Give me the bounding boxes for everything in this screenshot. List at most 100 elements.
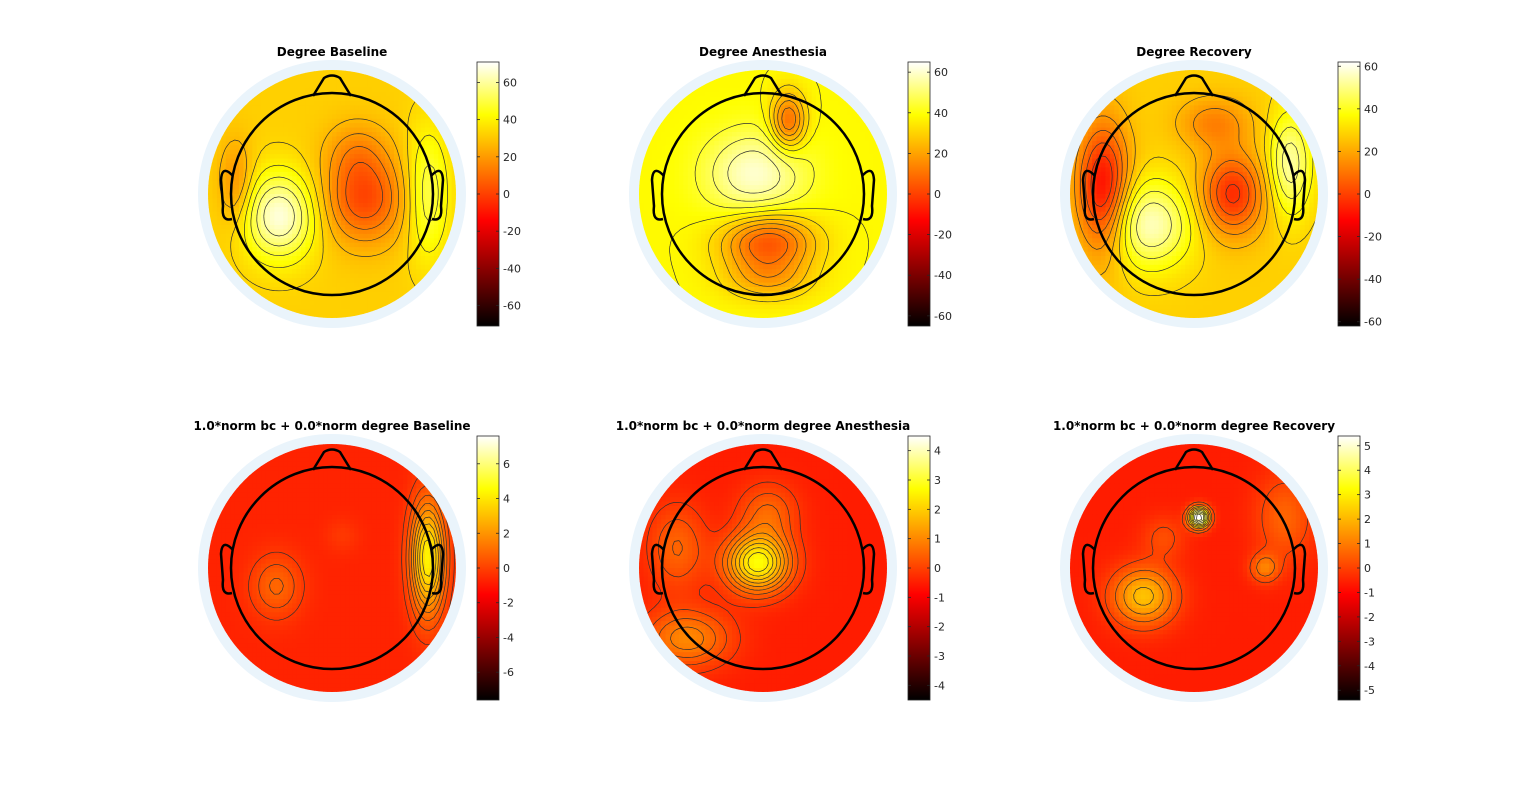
- right-ear-outline: [1292, 169, 1307, 221]
- colorbar-tick-label: -20: [934, 229, 952, 242]
- colorbar-tick-label: 20: [934, 147, 948, 160]
- colorbar-tick-label: 3: [1364, 489, 1371, 502]
- colorbar-tick-label: -4: [1364, 660, 1375, 673]
- colorbar-tick-label: 0: [1364, 562, 1371, 575]
- head-outline: [1091, 465, 1297, 671]
- colorbar-tick-label: 60: [503, 76, 517, 89]
- scalp-heatmap: [639, 444, 887, 692]
- panel-title: Degree Anesthesia: [699, 45, 827, 59]
- right-ear-outline: [430, 543, 445, 595]
- panel-title: Degree Recovery: [1136, 45, 1252, 59]
- colorbar-tick-label: -40: [1364, 273, 1382, 286]
- left-ear-outline: [219, 169, 234, 221]
- colorbar-gradient: [476, 435, 500, 701]
- right-ear-outline: [861, 169, 876, 221]
- colorbar: 60 40 20 0 -20 -40 -60: [476, 61, 521, 327]
- colorbar-tick-label: 3: [934, 474, 941, 487]
- colorbar-tick-label: 0: [503, 188, 510, 201]
- colorbar-tick-label: 4: [503, 493, 510, 506]
- contour-lines: [1104, 482, 1309, 632]
- colorbar-tick-label: 40: [934, 107, 948, 120]
- colorbar-gradient: [476, 61, 500, 327]
- right-ear-outline: [1292, 543, 1307, 595]
- left-ear-outline: [1081, 169, 1096, 221]
- colorbar-tick-label: -3: [934, 650, 945, 663]
- scalp-heatmap: [1070, 70, 1318, 318]
- left-ear-outline: [219, 543, 234, 595]
- colorbar-tick-label: 4: [934, 445, 941, 458]
- colorbar-tick-label: -5: [1364, 684, 1375, 697]
- left-ear-outline: [650, 543, 665, 595]
- panel-title: 1.0*norm bc + 0.0*norm degree Recovery: [1053, 419, 1335, 433]
- head-outline: [1091, 91, 1297, 297]
- colorbar-tick-label: 2: [934, 503, 941, 516]
- head-outline: [229, 465, 435, 671]
- colorbar-tick-label: 60: [1364, 60, 1378, 73]
- colorbar-tick-label: 2: [1364, 513, 1371, 526]
- topoplot-panel-1: Degree Anesthesia 60 40 20 0 -20 -40 -60: [629, 45, 952, 328]
- nose-outline: [311, 74, 353, 97]
- nose-outline: [1173, 74, 1215, 97]
- colorbar-tick-label: -2: [1364, 611, 1375, 624]
- head-outline: [660, 91, 866, 297]
- panel-title: 1.0*norm bc + 0.0*norm degree Baseline: [193, 419, 470, 433]
- colorbar-tick-label: 2: [503, 527, 510, 540]
- colorbar: 5 4 3 2 1 0 -1 -2 -3 -4 -5: [1337, 435, 1375, 701]
- topoplot-panel-2: Degree Recovery 60 40 20 0 -20 -40 -60: [1060, 45, 1382, 329]
- topoplot-panel-5: 1.0*norm bc + 0.0*norm degree Recovery 5 4…: [1053, 419, 1375, 702]
- colorbar-gradient: [1337, 435, 1361, 701]
- left-ear-outline: [650, 169, 665, 221]
- colorbar-tick-label: -4: [503, 631, 514, 644]
- topoplot-panel-3: 1.0*norm bc + 0.0*norm degree Baseline 6 4…: [193, 419, 514, 702]
- colorbar-tick-label: 6: [503, 458, 510, 471]
- colorbar-tick-label: -2: [503, 597, 514, 610]
- topoplot-panel-4: 1.0*norm bc + 0.0*norm degree Anesthesia…: [616, 419, 945, 702]
- colorbar-tick-label: 1: [1364, 538, 1371, 551]
- panel-title: Degree Baseline: [277, 45, 388, 59]
- scalp-heatmap: [639, 70, 887, 318]
- contour-lines: [639, 481, 807, 675]
- scalp-heatmap: [1070, 444, 1318, 692]
- right-ear-outline: [861, 543, 876, 595]
- colorbar-tick-label: -1: [934, 591, 945, 604]
- colorbar-gradient: [907, 61, 931, 327]
- colorbar-tick-label: -20: [1364, 231, 1382, 244]
- colorbar-tick-label: 60: [934, 66, 948, 79]
- scalp-heatmap: [208, 70, 456, 318]
- colorbar-tick-label: 4: [1364, 464, 1371, 477]
- colorbar-tick-label: -60: [503, 300, 521, 313]
- nose-outline: [1173, 448, 1215, 471]
- nose-outline: [311, 448, 353, 471]
- colorbar-tick-label: 0: [934, 188, 941, 201]
- colorbar-tick-label: -4: [934, 679, 945, 692]
- colorbar: 4 3 2 1 0 -1 -2 -3 -4: [907, 435, 945, 701]
- panel-title: 1.0*norm bc + 0.0*norm degree Anesthesia: [616, 419, 911, 433]
- colorbar-tick-label: 40: [1364, 103, 1378, 116]
- colorbar-tick-label: 0: [934, 562, 941, 575]
- colorbar: 60 40 20 0 -20 -40 -60: [1337, 60, 1382, 329]
- topoplot-panel-0: Degree Baseline 60 40 20 0 -20 -40 -60: [198, 45, 521, 328]
- nose-outline: [742, 74, 784, 97]
- colorbar-tick-label: -3: [1364, 635, 1375, 648]
- colorbar-tick-label: 0: [1364, 188, 1371, 201]
- colorbar-tick-label: 20: [1364, 145, 1378, 158]
- nose-outline: [742, 448, 784, 471]
- colorbar: 60 40 20 0 -20 -40 -60: [907, 61, 952, 327]
- colorbar-gradient: [1337, 61, 1361, 327]
- colorbar-tick-label: 0: [503, 562, 510, 575]
- right-ear-outline: [430, 169, 445, 221]
- head-outline: [229, 91, 435, 297]
- colorbar-tick-label: -60: [1364, 316, 1382, 329]
- colorbar-tick-label: -20: [503, 225, 521, 238]
- colorbar-tick-label: 1: [934, 533, 941, 546]
- colorbar-tick-label: 20: [503, 151, 517, 164]
- head-outline: [660, 465, 866, 671]
- colorbar-tick-label: -60: [934, 310, 952, 323]
- colorbar-tick-label: -6: [503, 666, 514, 679]
- scalp-heatmap: [208, 444, 456, 692]
- colorbar-tick-label: -40: [503, 262, 521, 275]
- colorbar-tick-label: -2: [934, 621, 945, 634]
- colorbar-tick-label: 40: [503, 114, 517, 127]
- left-ear-outline: [1081, 543, 1096, 595]
